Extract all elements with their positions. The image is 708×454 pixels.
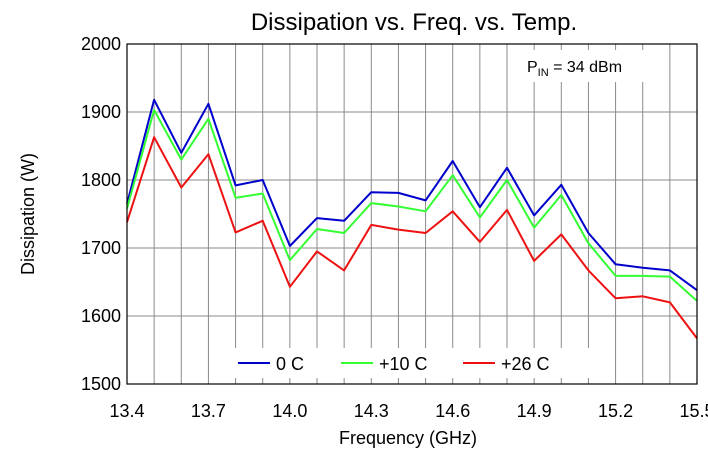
y-tick-label: 1600 [81,306,121,326]
series-line-0 [126,98,698,292]
series-lines [126,98,698,340]
pin-annotation-sub: IN [538,67,549,79]
tick-labels: 13.4 13.7 14.0 14.3 14.6 14.9 15.2 15.5 1500 1600… [81,34,708,421]
legend-label-1: +10 C [379,354,428,374]
plot-area-border [126,43,698,385]
pin-annotation-box: PIN = 34 dBm [521,50,655,82]
y-axis-label: Dissipation (W) [18,153,38,275]
y-tick-label: 1800 [81,170,121,190]
series-line-1 [126,109,698,302]
x-axis-label: Frequency (GHz) [339,428,477,448]
annotation-background [521,50,655,82]
legend-label-2: +26 C [501,354,550,374]
legend-label-0: 0 C [276,354,304,374]
x-tick-label: 14.6 [435,401,470,421]
y-tick-label: 1900 [81,102,121,122]
pin-annotation-p: P [527,59,538,76]
y-tick-label: 1700 [81,238,121,258]
y-tick-label: 2000 [81,34,121,54]
y-tick-label: 1500 [81,374,121,394]
x-tick-label: 15.2 [598,401,633,421]
x-tick-label: 13.4 [109,401,144,421]
chart-title: Dissipation vs. Freq. vs. Temp. [251,9,577,36]
legend: 0 C +10 C +26 C [232,348,596,378]
pin-annotation-rest: = 34 dBm [549,59,622,76]
legend-background [232,348,596,378]
pin-annotation: PIN = 34 dBm [527,59,622,79]
x-tick-label: 14.9 [517,401,552,421]
x-tick-label: 14.0 [272,401,307,421]
x-tick-label: 15.5 [679,401,708,421]
x-tick-label: 13.7 [191,401,226,421]
series-line-2 [126,136,698,340]
x-tick-label: 14.3 [354,401,389,421]
